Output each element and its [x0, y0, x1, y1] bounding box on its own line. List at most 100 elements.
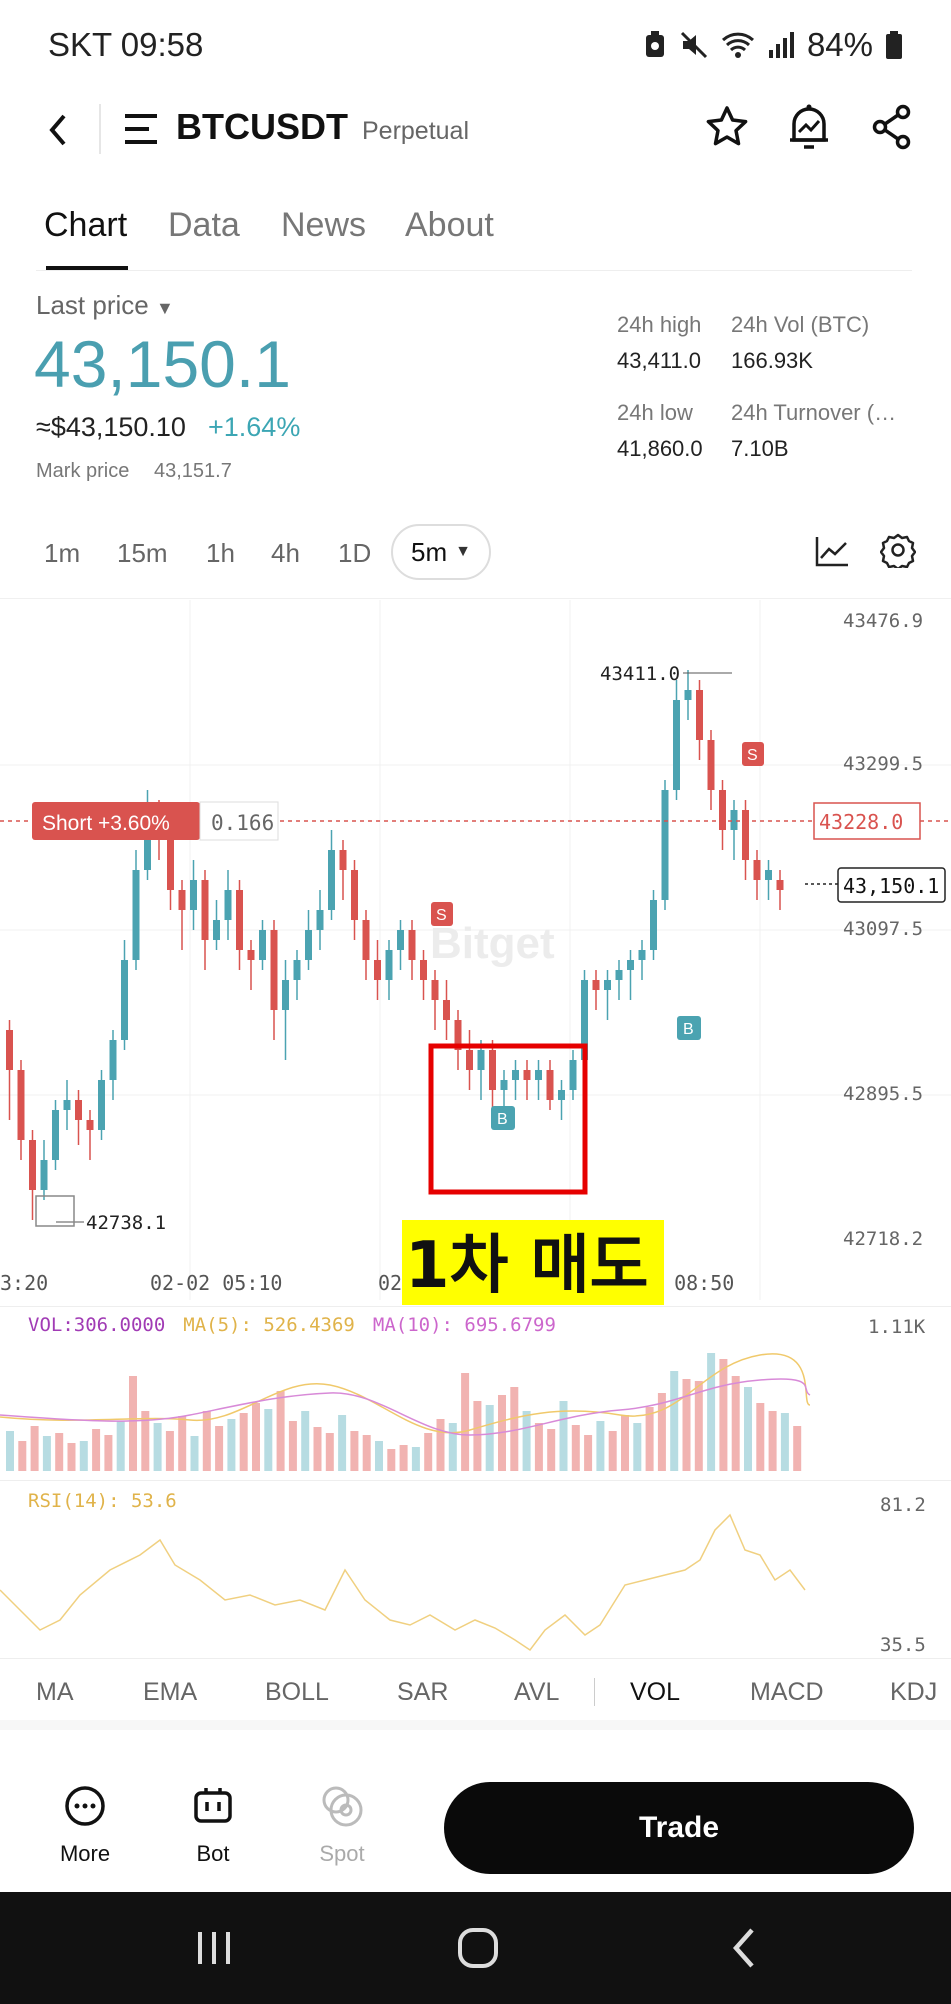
bot-icon: [194, 1788, 232, 1823]
candle-body: [742, 810, 749, 860]
bot-button[interactable]: Bot: [180, 1784, 246, 1867]
volume-bar: [448, 1423, 457, 1471]
volume-bar: [116, 1421, 125, 1471]
gear-icon: [879, 533, 917, 571]
svg-text:S: S: [747, 747, 758, 764]
more-button[interactable]: More: [52, 1784, 118, 1867]
indicator-divider: [0, 1658, 951, 1659]
indicator-avl[interactable]: AVL: [514, 1678, 560, 1706]
bot-label: Bot: [196, 1841, 230, 1866]
back-nav-icon[interactable]: [726, 1926, 762, 1970]
volume-bar: [768, 1411, 777, 1471]
chart-settings-button[interactable]: [879, 532, 917, 573]
tab-about[interactable]: About: [405, 206, 494, 244]
axis-label: 43097.5: [843, 918, 923, 940]
indicator-kdj[interactable]: KDJ: [890, 1678, 938, 1706]
candle-body: [201, 880, 209, 940]
battery-icon: [886, 31, 902, 59]
timeframe-15m[interactable]: 15m: [117, 538, 168, 568]
more-icon: [65, 1786, 105, 1826]
timeframe-1h[interactable]: 1h: [206, 538, 235, 568]
short-position-badge[interactable]: [32, 802, 200, 840]
candle-body: [730, 810, 738, 830]
mark-price: 43,151.7: [154, 460, 232, 482]
last-price-selector[interactable]: Last price ▼: [36, 290, 174, 320]
back-button[interactable]: [40, 106, 76, 159]
volume-bar: [473, 1401, 482, 1471]
volume-bar: [276, 1391, 285, 1471]
volume-bar: [153, 1423, 162, 1471]
candle-body: [178, 890, 186, 910]
volume-bar: [411, 1447, 420, 1471]
menu-icon: [125, 114, 157, 144]
home-icon[interactable]: [456, 1926, 500, 1970]
short-position-label: Short +3.60%: [42, 812, 170, 835]
bell-chart-icon: [790, 104, 828, 149]
volume-bar: [375, 1441, 383, 1471]
indicator-ma[interactable]: MA: [36, 1678, 74, 1706]
timeframe-selected[interactable]: 5m ▼: [391, 524, 491, 580]
svg-text:B: B: [497, 1111, 508, 1128]
candle-body: [443, 1000, 450, 1020]
spot-button[interactable]: Spot: [309, 1784, 375, 1867]
indicator-ema[interactable]: EMA: [143, 1678, 198, 1706]
volume-bar: [178, 1416, 187, 1471]
tab-data[interactable]: Data: [168, 206, 240, 244]
axis-labels: 43476.9 43299.5 43097.5 42895.5 42718.2: [843, 610, 923, 1250]
trade-button[interactable]: Trade: [444, 1782, 914, 1874]
high-label: 24h high: [617, 312, 702, 337]
candle-body: [121, 960, 128, 1040]
candle-body: [293, 960, 301, 980]
timeframe-1m[interactable]: 1m: [44, 538, 81, 568]
candle-body: [489, 1050, 496, 1090]
tab-news[interactable]: News: [281, 206, 367, 244]
volume-bar: [596, 1421, 605, 1471]
indicator-sar[interactable]: SAR: [397, 1678, 449, 1706]
indicator-boll[interactable]: BOLL: [265, 1678, 329, 1706]
candle-body: [167, 840, 174, 890]
menu-button[interactable]: [123, 112, 159, 151]
chart-style-button[interactable]: [814, 534, 850, 573]
volume-bar: [547, 1429, 556, 1471]
share-button[interactable]: [871, 104, 913, 155]
signal-icon: [768, 32, 794, 58]
volume-bar: [522, 1411, 531, 1471]
candle-body: [190, 880, 197, 910]
volume-bar: [6, 1431, 14, 1471]
volume-bar: [165, 1431, 174, 1471]
candle-body: [132, 870, 140, 960]
candle-body: [144, 820, 151, 870]
recents-icon[interactable]: [194, 1928, 234, 1968]
timeframe-1d[interactable]: 1D: [338, 538, 372, 568]
volume-bar: [571, 1425, 580, 1471]
svg-text:B: B: [683, 1021, 694, 1038]
volume-bar: [645, 1407, 654, 1471]
axis-label: 43476.9: [843, 610, 923, 632]
timeframe-4h[interactable]: 4h: [271, 538, 300, 568]
candle-body: [558, 1090, 565, 1100]
volume-bar: [92, 1429, 101, 1471]
price-alert-button[interactable]: [786, 102, 832, 157]
chart-watermark: Bitget: [430, 919, 555, 968]
indicator-vol[interactable]: VOL: [630, 1678, 681, 1706]
indicator-macd[interactable]: MACD: [750, 1678, 824, 1706]
status-time: SKT 09:58: [48, 26, 204, 63]
volume-bar: [694, 1381, 703, 1471]
symbol-title[interactable]: BTCUSDT Perpetual: [176, 106, 469, 148]
candle-body: [707, 740, 715, 790]
candle-body: [63, 1100, 71, 1110]
time-label: 02-02 05:10: [150, 1271, 282, 1295]
rsi-max: 81.2: [880, 1494, 926, 1516]
favorite-button[interactable]: [704, 104, 750, 155]
vol-value: 166.93K: [731, 348, 813, 373]
candle-body: [29, 1140, 36, 1190]
tab-chart[interactable]: Chart: [44, 206, 128, 244]
candle-body: [523, 1070, 531, 1080]
symbol-name: BTCUSDT: [176, 106, 348, 147]
candle-body: [753, 860, 761, 880]
candle-body: [581, 980, 588, 1060]
candle-body: [546, 1070, 554, 1100]
volume-bar: [227, 1419, 236, 1471]
short-qty: 0.166: [211, 811, 274, 835]
candlestick-chart[interactable]: Bitget Short +3.60% 0.166 43228.0 43,150…: [0, 600, 951, 1305]
